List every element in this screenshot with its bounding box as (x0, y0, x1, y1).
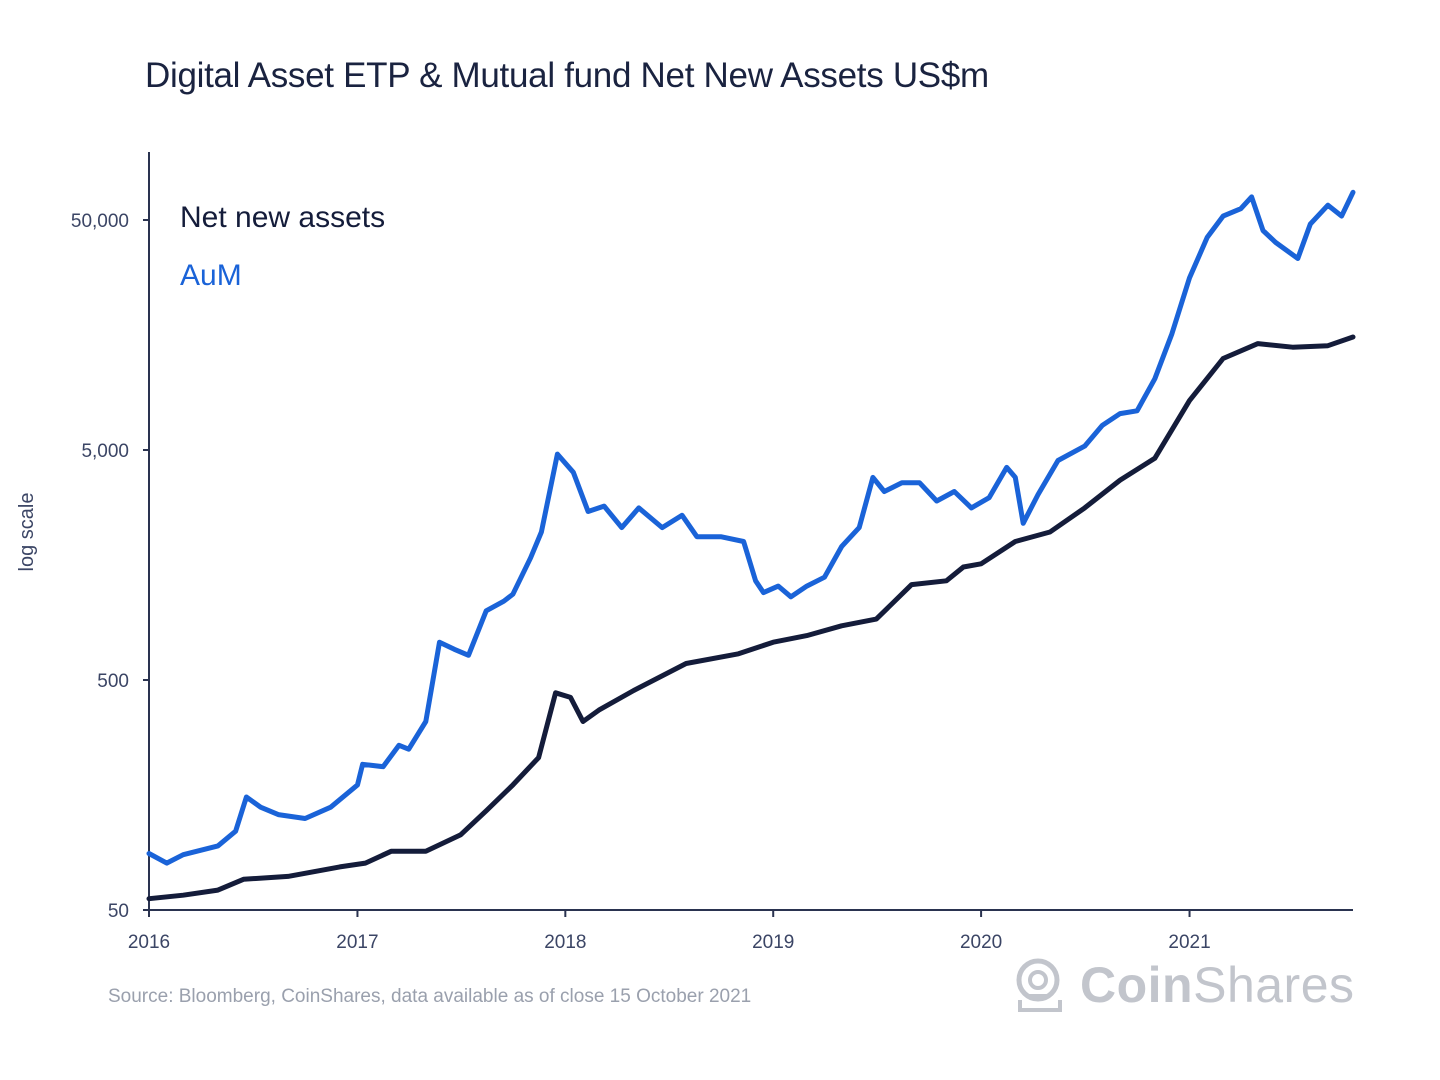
x-tick-label: 2017 (336, 932, 378, 953)
series-line-net-new-assets (146, 334, 1356, 902)
axes-layer: 50 500 5,000 50,000 2016 2017 2018 2019 2020 2021 (71, 152, 1353, 953)
series-layer (146, 189, 1356, 902)
brand-wordmark: CoinShares (1080, 956, 1355, 1014)
legend-net-new-assets: Net new assets (180, 201, 385, 234)
series-line-aum (146, 189, 1356, 866)
legend-aum: AuM (180, 259, 242, 292)
x-tick-label: 2021 (1168, 932, 1210, 953)
y-tick-label: 500 (97, 671, 129, 692)
brand-coin-text: Coin (1080, 957, 1194, 1013)
x-tick-label: 2019 (752, 932, 794, 953)
x-tick-label: 2020 (960, 932, 1002, 953)
brand-shares-text: Shares (1193, 957, 1355, 1013)
coinshares-brand: CoinShares (1014, 952, 1355, 1018)
coinshares-logo-icon (1016, 958, 1062, 1012)
y-axis-label: log scale (16, 493, 38, 572)
x-tick-label: 2016 (128, 932, 170, 953)
chart-title: Digital Asset ETP & Mutual fund Net New … (145, 56, 989, 95)
y-tick-label: 50,000 (71, 211, 129, 232)
legend: Net new assets AuM (180, 201, 385, 292)
y-tick-label: 5,000 (81, 441, 129, 462)
source-note: Source: Bloomberg, CoinShares, data avai… (108, 986, 752, 1007)
y-tick-label: 50 (108, 901, 129, 922)
x-tick-label: 2018 (544, 932, 586, 953)
